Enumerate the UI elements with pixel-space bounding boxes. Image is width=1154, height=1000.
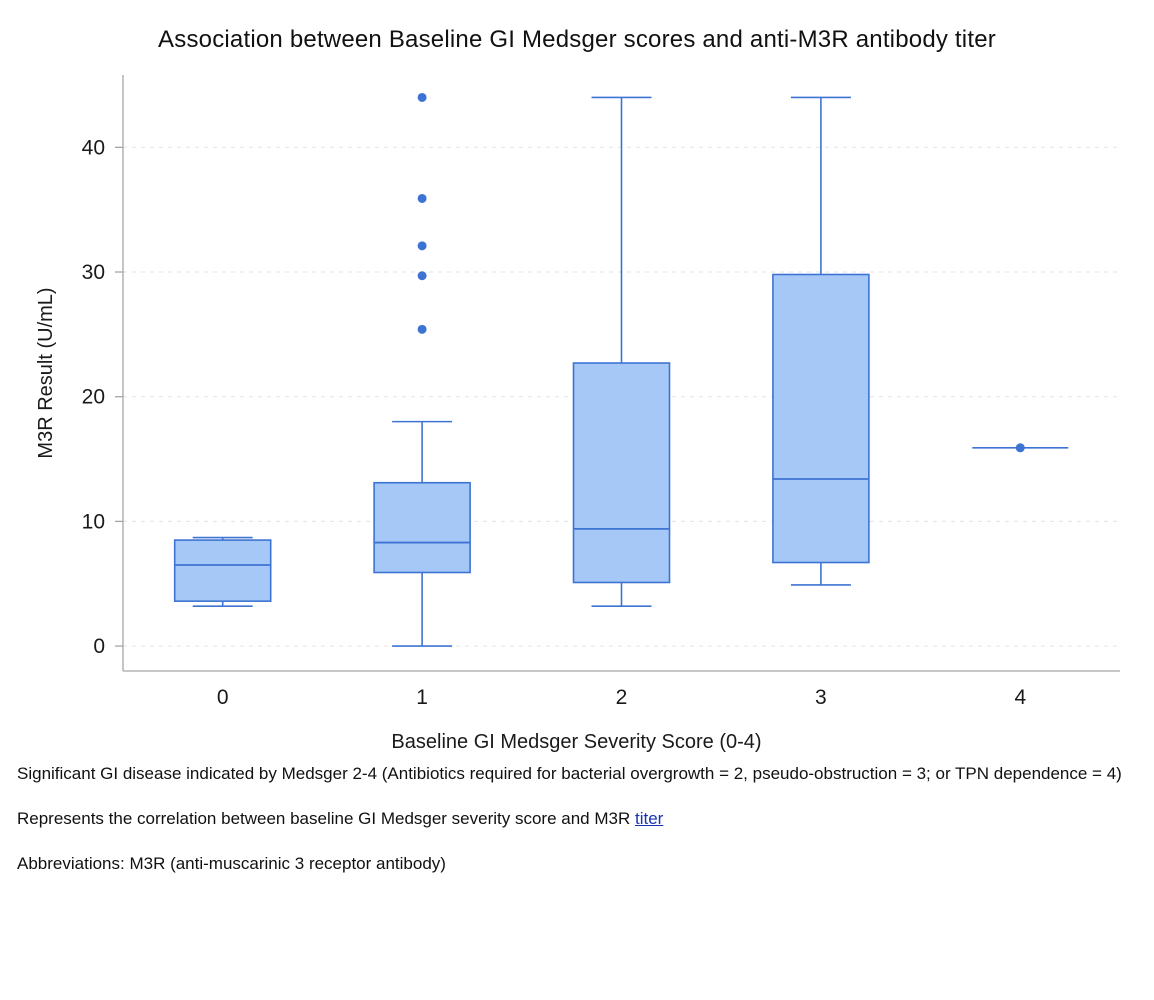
- boxplot-chart: 0 10 20 30 40 0 1 2 3 4 Baseline GI Medsger Severi…: [0, 60, 1154, 760]
- chart-title: Association between Baseline GI Medsger …: [158, 26, 996, 53]
- x-tick-label-4: 4: [1014, 686, 1026, 709]
- boxplot-svg: 0 10 20 30 40 0 1 2 3 4 Baseline GI Medsger Severi…: [35, 75, 1120, 753]
- x-tick-label-2: 2: [616, 686, 628, 709]
- footnote-abbreviations: Abbreviations: M3R (anti-muscarinic 3 re…: [17, 854, 446, 874]
- y-tick-label-30: 30: [82, 261, 105, 284]
- footnote-significance: Significant GI disease indicated by Meds…: [17, 764, 1122, 783]
- titer-link[interactable]: titer: [634, 809, 664, 829]
- footnote-correlation: Represents the correlation between basel…: [17, 807, 1140, 831]
- box-3: [772, 273, 870, 564]
- single-point-4: [1015, 443, 1025, 453]
- outlier-point-1-2: [417, 241, 427, 251]
- x-axis-title: Baseline GI Medsger Severity Score (0-4): [391, 731, 761, 753]
- footnote-correlation-text: Represents the correlation between basel…: [17, 809, 635, 829]
- y-tick-label-0: 0: [93, 635, 105, 658]
- x-tick-label-1: 1: [416, 686, 428, 709]
- outlier-point-1-1: [417, 271, 427, 281]
- outlier-point-1-0: [417, 324, 427, 334]
- box-2: [572, 362, 671, 584]
- outlier-point-1-3: [417, 193, 427, 203]
- footnotes: Significant GI disease indicated by Meds…: [0, 760, 1154, 876]
- x-tick-label-3: 3: [815, 686, 827, 709]
- outlier-point-1-4: [417, 92, 427, 102]
- y-tick-label-40: 40: [82, 136, 105, 159]
- x-tick-label-0: 0: [217, 686, 229, 709]
- y-axis-title: M3R Result (U/mL): [35, 287, 57, 458]
- box-1: [373, 481, 471, 574]
- y-tick-label-20: 20: [82, 386, 105, 409]
- y-tick-label-10: 10: [82, 510, 105, 533]
- box-0: [173, 539, 272, 602]
- figure-page: Association between Baseline GI Medsger …: [0, 26, 1154, 876]
